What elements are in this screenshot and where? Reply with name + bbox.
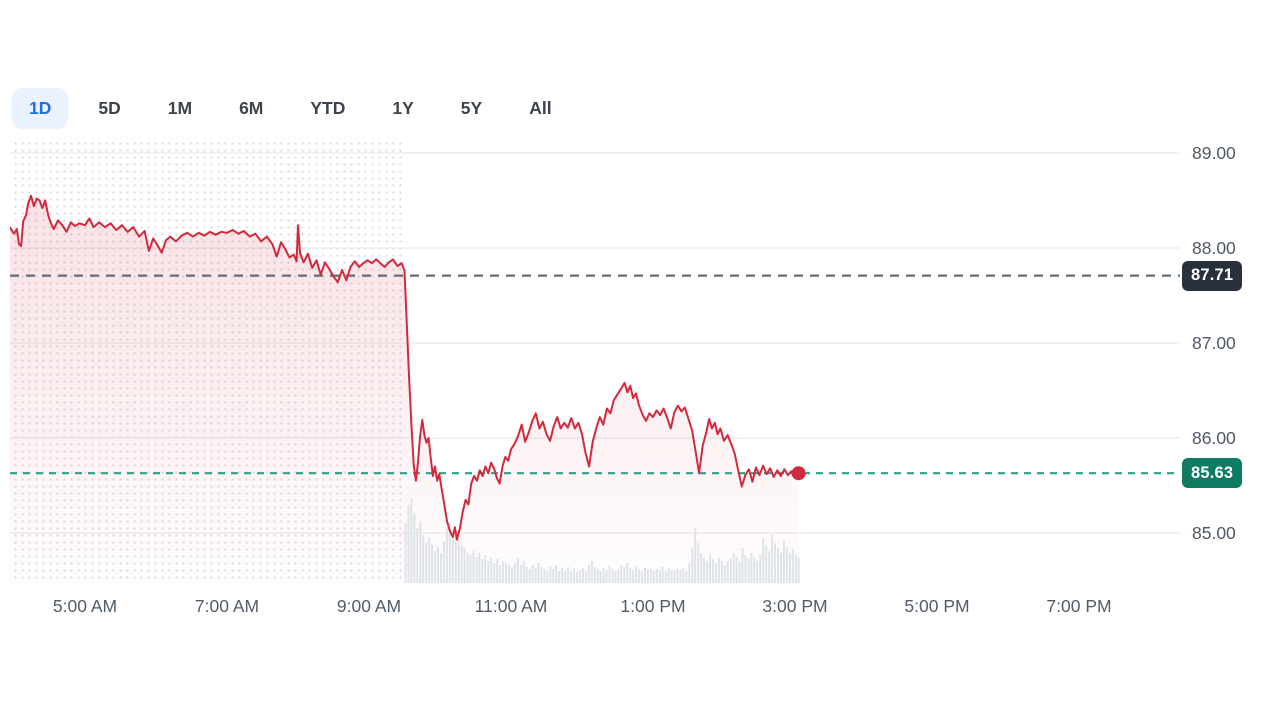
x-axis-label-3pm: 3:00 PM [762, 596, 828, 616]
x-axis-label-1pm: 1:00 PM [620, 596, 686, 616]
y-axis-label-89: 89.00 [1192, 143, 1236, 163]
tab-6m[interactable]: 6M [222, 88, 280, 129]
tab-all[interactable]: All [512, 88, 568, 129]
tab-1m[interactable]: 1M [151, 88, 209, 129]
time-range-tabs: 1D 5D 1M 6M YTD 1Y 5Y All [12, 88, 569, 129]
tab-5d[interactable]: 5D [81, 88, 137, 129]
price-chart-svg [10, 152, 1180, 583]
x-axis-label-5pm: 5:00 PM [904, 596, 970, 616]
tab-ytd[interactable]: YTD [293, 88, 362, 129]
tab-1d[interactable]: 1D [12, 88, 69, 129]
x-axis-label-5am: 5:00 AM [52, 596, 118, 616]
y-axis-label-85: 85.00 [1192, 523, 1236, 543]
chart-plot-area[interactable] [10, 137, 1180, 583]
current-price-badge: 85.63 [1182, 458, 1243, 489]
x-axis-label-7pm: 7:00 PM [1046, 596, 1112, 616]
x-axis-label-7am: 7:00 AM [194, 596, 260, 616]
x-axis-label-9am: 9:00 AM [336, 596, 402, 616]
previous-close-badge: 87.71 [1182, 260, 1243, 291]
x-axis-label-11am: 11:00 AM [474, 596, 548, 616]
tab-5y[interactable]: 5Y [444, 88, 499, 129]
y-axis-label-88: 88.00 [1192, 238, 1236, 258]
y-axis-label-87: 87.00 [1192, 333, 1236, 353]
y-axis-label-86: 86.00 [1192, 428, 1236, 448]
tab-1y[interactable]: 1Y [375, 88, 430, 129]
